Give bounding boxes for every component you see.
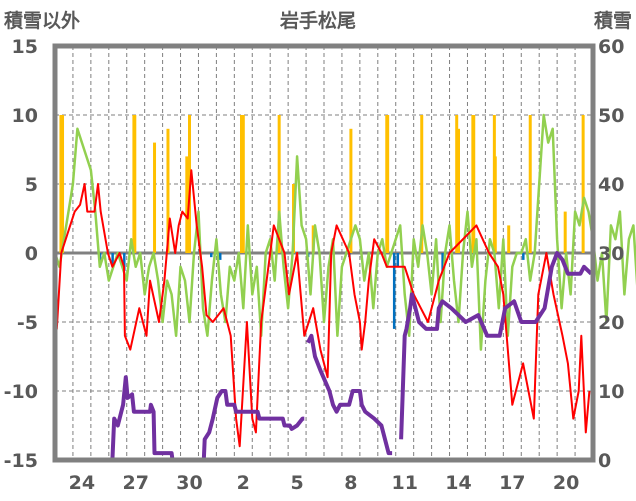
right-tick-label: 10	[598, 381, 624, 403]
x-tick-label: 11	[391, 472, 417, 494]
x-tick-label: 17	[499, 472, 525, 494]
blue-bar	[522, 253, 525, 260]
left-tick-label: -10	[4, 381, 38, 403]
orange-bar	[277, 115, 281, 253]
x-tick-label: 14	[445, 472, 471, 494]
snow-depth-line	[399, 251, 593, 440]
left-tick-label: 5	[25, 174, 38, 196]
x-tick-label: 2	[237, 472, 250, 494]
right-tick-label: 40	[598, 174, 624, 196]
x-tick-label: 5	[290, 472, 303, 494]
orange-bar	[349, 128, 353, 253]
right-tick-label: 60	[598, 36, 624, 58]
left-tick-label: 15	[12, 36, 38, 58]
right-tick-label: 0	[598, 450, 611, 472]
blue-bar	[218, 253, 222, 260]
orange-bar	[507, 225, 511, 253]
left-axis-title: 積雪以外	[4, 9, 80, 32]
chart-title: 岩手松尾	[279, 9, 356, 32]
red-series-line	[54, 169, 591, 448]
orange-bar	[455, 115, 459, 253]
orange-bar	[166, 128, 170, 253]
orange-bar	[581, 115, 585, 253]
orange-bar	[241, 115, 245, 253]
orange-bar	[61, 115, 65, 253]
x-tick-label: 30	[176, 472, 202, 494]
blue-bar	[111, 253, 114, 267]
left-tick-label: 0	[25, 243, 38, 265]
x-tick-label: 27	[122, 472, 148, 494]
orange-bar	[493, 156, 497, 253]
blue-bar	[123, 253, 126, 271]
orange-bar	[472, 115, 476, 253]
blue-bar	[441, 253, 444, 274]
right-axis-title: 積雪	[594, 9, 632, 32]
left-tick-label: -5	[17, 312, 38, 334]
orange-bar	[420, 115, 424, 253]
bars-layer	[59, 115, 585, 329]
orange-bar	[59, 115, 63, 253]
orange-bar	[185, 156, 189, 253]
orange-bar	[386, 115, 390, 253]
x-tick-label: 24	[69, 472, 95, 494]
orange-bar	[563, 211, 567, 253]
right-tick-label: 30	[598, 243, 624, 265]
x-tick-label: 8	[344, 472, 357, 494]
left-tick-label: 10	[12, 105, 38, 127]
plot-frame	[52, 43, 596, 463]
blue-bar	[396, 253, 400, 267]
orange-bar	[240, 115, 244, 253]
blue-bar	[210, 253, 213, 258]
snow-depth-line	[55, 375, 305, 462]
snow-depth-line	[306, 333, 393, 456]
orange-bar	[457, 128, 460, 253]
right-tick-label: 50	[598, 105, 624, 127]
orange-bar	[528, 115, 532, 253]
lines-layer	[53, 113, 636, 462]
green-series-line	[53, 113, 636, 351]
left-tick-label: -15	[4, 450, 38, 472]
orange-bar	[133, 115, 137, 253]
right-tick-label: 20	[598, 312, 624, 334]
blue-bar	[392, 253, 396, 329]
x-tick-label: 20	[553, 472, 579, 494]
orange-bar	[153, 142, 157, 253]
